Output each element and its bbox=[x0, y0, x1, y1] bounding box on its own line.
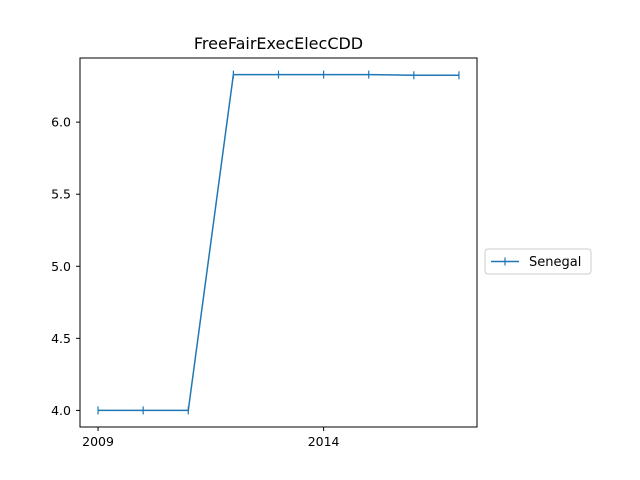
y-tick-label: 4.0 bbox=[51, 403, 71, 418]
x-tick-label: 2009 bbox=[82, 434, 114, 449]
y-tick-label: 6.0 bbox=[51, 115, 71, 130]
x-tick-label: 2014 bbox=[308, 434, 340, 449]
axes-frame bbox=[79, 57, 478, 428]
legend-box bbox=[484, 248, 592, 275]
legend-label: Senegal bbox=[529, 255, 581, 270]
y-tick-label: 5.5 bbox=[51, 187, 71, 202]
y-tick-label: 4.5 bbox=[51, 331, 71, 346]
legend: Senegal bbox=[484, 248, 592, 275]
y-tick-label: 5.0 bbox=[51, 259, 71, 274]
chart-title: FreeFairExecElecCDD bbox=[194, 34, 363, 53]
plot-area bbox=[97, 70, 460, 415]
axes: 4.0 4.5 5.0 5.5 6.0 2009 2014 bbox=[51, 57, 478, 449]
